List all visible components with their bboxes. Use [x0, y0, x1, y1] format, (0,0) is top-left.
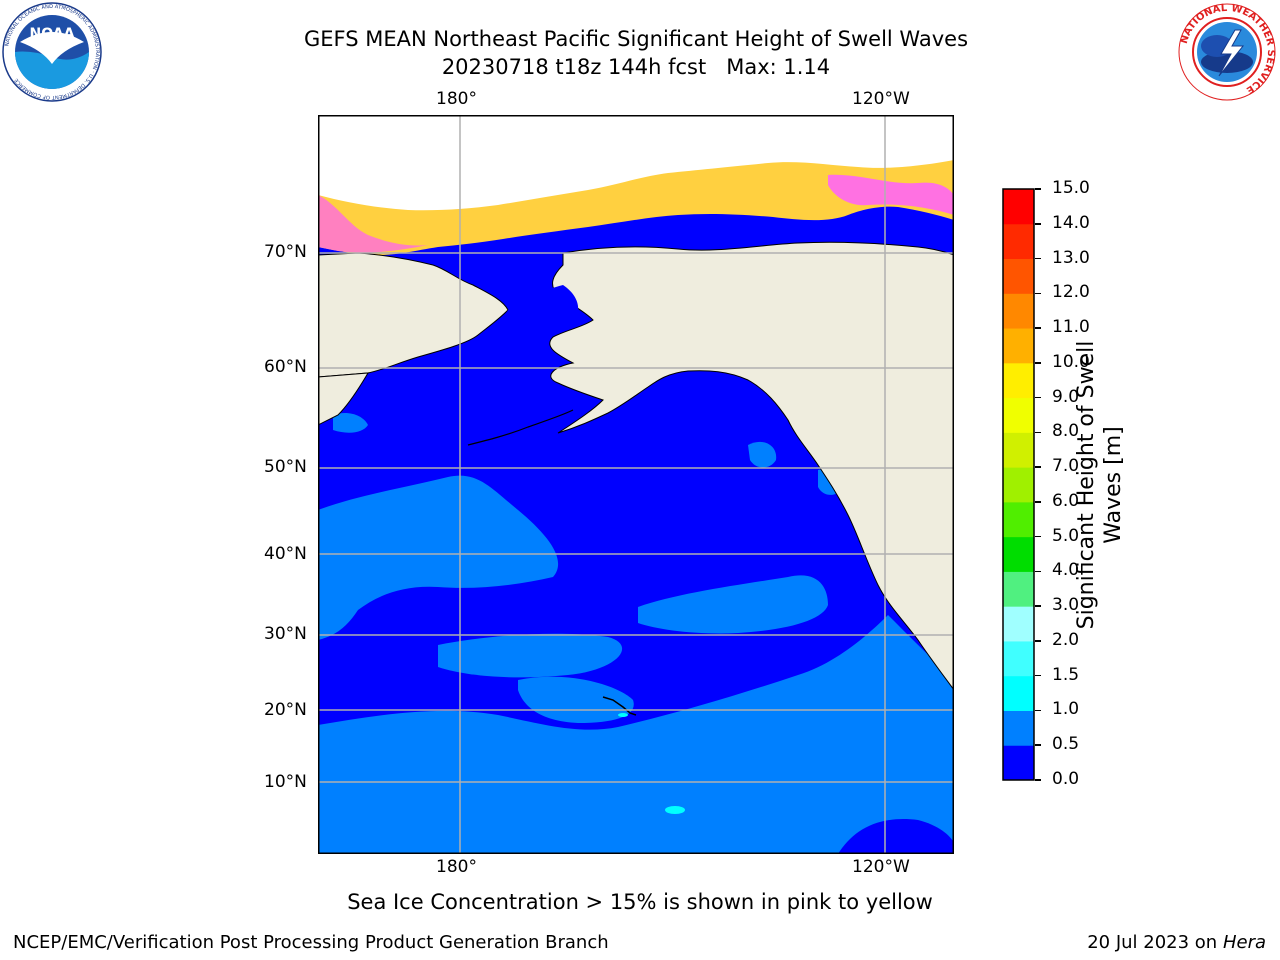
colorbar-tick-mark	[1035, 779, 1041, 781]
colorbar-tick-label: 8.0	[1052, 421, 1080, 442]
colorbar-tick-mark	[1035, 257, 1041, 260]
swell-region-hawaii	[518, 676, 634, 723]
lon-label-bottom-180: 180°	[436, 857, 477, 877]
swell-region-mid	[638, 575, 828, 634]
colorbar-block	[1003, 189, 1034, 225]
colorbar-tick-label: 3.0	[1052, 595, 1080, 616]
colorbar-block	[1003, 571, 1034, 607]
swell-region-south	[318, 615, 954, 854]
swell-region-se-dark	[838, 819, 954, 854]
colorbar-tick-label: 4.0	[1052, 560, 1080, 581]
map-frame	[318, 115, 954, 854]
nws-logo: NATIONAL WEATHER SERVICE	[1178, 3, 1276, 101]
lat-label-10n: 10°N	[264, 772, 307, 792]
colorbar-tick-mark	[1035, 744, 1041, 746]
colorbar-tick-label: 14.0	[1052, 212, 1090, 233]
sea-ice-white	[318, 115, 954, 211]
colorbar-block	[1003, 258, 1034, 294]
colorbar-tick-label: 0.0	[1052, 769, 1080, 789]
chart-subtitle: 20230718 t18z 144h fcst Max: 1.14	[441, 55, 831, 79]
colorbar-block	[1003, 675, 1034, 711]
colorbar-tick-mark	[1035, 188, 1041, 190]
colorbar-tick-label: 9.0	[1052, 386, 1080, 407]
map-gridlines	[318, 115, 954, 854]
lat-label-30n: 30°N	[264, 624, 307, 644]
colorbar-tick-mark	[1035, 396, 1041, 399]
lat-label-40n: 40°N	[264, 544, 307, 564]
lon-label-top-180: 180°	[436, 89, 477, 109]
colorbar-block	[1003, 362, 1034, 399]
colorbar-tick-mark	[1035, 709, 1041, 712]
sea-ice-edge	[318, 195, 428, 253]
swell-height-map	[318, 115, 954, 854]
ocean-bering	[483, 285, 579, 355]
colorbar-block	[1003, 293, 1034, 329]
land-kamchatka	[318, 372, 369, 426]
chart-title: GEFS MEAN Northeast Pacific Significant …	[303, 27, 969, 51]
lon-label-bottom-120w: 120°W	[852, 857, 910, 877]
colorbar-tick-mark	[1035, 223, 1041, 225]
colorbar-tick-label: 0.5	[1052, 734, 1080, 755]
cyan-spot-2	[618, 713, 628, 717]
colorbar-tick-mark	[1035, 570, 1041, 573]
colorbar-tick-label: 7.0	[1052, 456, 1080, 477]
lat-label-70n: 70°N	[264, 242, 307, 262]
colorbar-tick-label: 1.5	[1052, 664, 1080, 685]
colorbar-block	[1003, 328, 1034, 364]
colorbar-tick-label: 10.0	[1052, 351, 1090, 372]
colorbar-block	[1003, 432, 1034, 468]
colorbar	[1002, 188, 1035, 781]
swell-region-nw	[333, 413, 368, 433]
noaa-logo-text: NOAA	[30, 26, 75, 42]
colorbar-tick-label: 11.0	[1052, 317, 1090, 338]
swell-region-gulf	[748, 441, 777, 468]
colorbar-tick-mark	[1035, 674, 1041, 677]
colorbar-block	[1003, 397, 1034, 433]
colorbar-tick-mark	[1035, 362, 1041, 364]
footer-date: 20 Jul 2023 on Hera	[1087, 932, 1266, 953]
colorbar-block	[1003, 501, 1034, 538]
colorbar-tick-mark	[1035, 535, 1041, 538]
colorbar-tick-label: 2.0	[1052, 629, 1080, 650]
colorbar-tick-mark	[1035, 292, 1041, 295]
footer-credit: NCEP/EMC/Verification Post Processing Pr…	[13, 932, 609, 953]
colorbar-tick-label: 5.0	[1052, 525, 1080, 546]
lat-label-20n: 20°N	[264, 700, 307, 720]
footer-machine: Hera	[1222, 932, 1266, 953]
colorbar-title: Significant Height of Swell Waves [m]	[1074, 340, 1126, 630]
land-alaska-canada	[549, 241, 954, 691]
colorbar-block	[1003, 223, 1034, 260]
colorbar-tick-label: 1.0	[1052, 699, 1080, 720]
sea-ice-caption: Sea Ice Concentration > 15% is shown in …	[347, 890, 933, 914]
colorbar-tick-mark	[1035, 327, 1041, 329]
colorbar-block	[1003, 606, 1034, 642]
colorbar-tick-mark	[1035, 605, 1041, 607]
lon-label-top-120w: 120°W	[852, 89, 910, 109]
colorbar-block	[1003, 640, 1034, 677]
land-aleutians	[467, 409, 574, 446]
lat-label-50n: 50°N	[264, 457, 307, 477]
swell-region-west	[318, 475, 559, 640]
colorbar-block	[1003, 745, 1034, 781]
land-hawaii	[602, 696, 637, 716]
colorbar-tick-label: 12.0	[1052, 282, 1090, 303]
colorbar-tick-mark	[1035, 501, 1041, 503]
colorbar-tick-label: 13.0	[1052, 247, 1090, 268]
swell-region-central	[438, 633, 623, 678]
colorbar-tick-mark	[1035, 640, 1041, 642]
colorbar-block	[1003, 467, 1034, 503]
colorbar-block	[1003, 536, 1034, 572]
cyan-spot-1	[665, 806, 685, 814]
colorbar-tick-label: 15.0	[1052, 178, 1090, 198]
colorbar-tick-label: 6.0	[1052, 490, 1080, 511]
colorbar-tick-mark	[1035, 466, 1041, 468]
colorbar-tick-mark	[1035, 431, 1041, 434]
sea-ice-pink-ne	[828, 174, 954, 215]
colorbar-block	[1003, 710, 1034, 746]
noaa-logo: NOAA NATIONAL OCEANIC AND ATMOSPHERIC AD…	[2, 2, 102, 102]
lat-label-60n: 60°N	[264, 357, 307, 377]
